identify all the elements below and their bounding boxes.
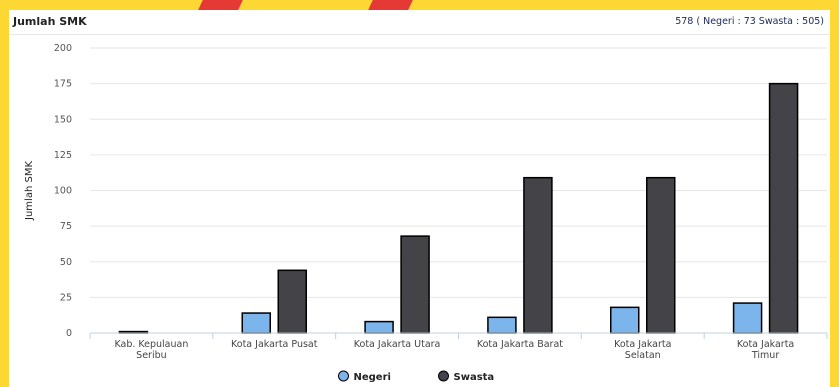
panel-title: Jumlah SMK [13, 15, 87, 28]
bar-negeri [364, 320, 394, 334]
category-label: Kab. Kepulauan Seribu [114, 339, 188, 361]
bar-chart: 0 25 50 75 100 125 150 175 200 Kab. Kepulauan Ser… [24, 43, 828, 383]
legend-marker-negeri [338, 370, 349, 382]
bar-swasta [523, 176, 553, 334]
legend-label-negeri: Negeri [354, 372, 391, 383]
y-tick-label: 200 [54, 43, 72, 54]
bar-swasta [768, 82, 799, 334]
bar-swasta [646, 176, 676, 334]
x-axis [89, 332, 828, 339]
y-tick-label: 100 [54, 186, 72, 197]
category-label: Kota Jakarta Barat [477, 339, 563, 350]
header-divider [9, 34, 830, 35]
legend-label-swasta: Swasta [454, 372, 495, 383]
y-tick-label: 25 [60, 292, 72, 303]
category-label: Kota Jakarta Utara [354, 339, 441, 350]
bar-negeri [487, 316, 517, 334]
bar-negeri [610, 306, 640, 334]
panel-header: Jumlah SMK 578 ( Negeri : 73 Swasta : 50… [9, 10, 830, 32]
bar-negeri [732, 302, 763, 334]
bar-negeri [241, 312, 271, 334]
legend: Negeri Swasta [338, 370, 495, 383]
y-tick-label: 150 [54, 114, 72, 125]
y-tick-label: 50 [60, 257, 72, 268]
y-tick-label: 0 [66, 328, 72, 339]
category-label: Kota Jakarta Timur [737, 339, 794, 361]
bar-swasta [400, 235, 430, 334]
chart-panel: Jumlah SMK 578 ( Negeri : 73 Swasta : 50… [9, 10, 830, 387]
y-tick-label: 125 [54, 150, 72, 161]
y-tick-labels: 0 25 50 75 100 125 150 175 200 [54, 43, 72, 339]
grid-lines [90, 47, 827, 298]
panel-summary: 578 ( Negeri : 73 Swasta : 505) [675, 16, 824, 27]
y-tick-label: 75 [60, 221, 72, 232]
bars [118, 82, 799, 334]
legend-marker-swasta [438, 370, 449, 382]
y-axis-label: Jumlah SMK [24, 161, 35, 221]
bar-swasta [277, 269, 307, 334]
category-label: Kota Jakarta Pusat [231, 339, 318, 350]
y-tick-label: 175 [54, 79, 72, 90]
category-label: Kota Jakarta Selatan [614, 339, 671, 361]
category-labels: Kab. Kepulauan Seribu Kota Jakarta Pusat Ko… [114, 339, 794, 361]
